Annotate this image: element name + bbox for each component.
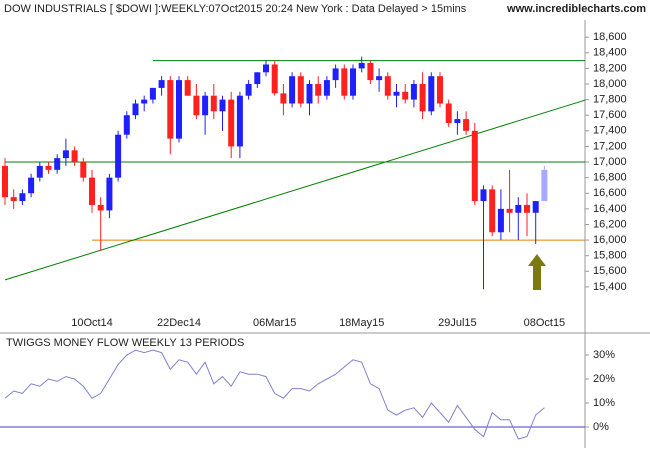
x-tick-label: 08Oct15 (524, 317, 566, 329)
candle-body (437, 76, 443, 104)
candle-body (97, 204, 104, 211)
candle-body (141, 99, 148, 104)
candle-body (280, 93, 287, 104)
candle-body (393, 91, 400, 96)
chart-title: DOW INDUSTRIALS [ $DOWI ]:WEEKLY:07Oct20… (4, 3, 467, 15)
candle-body (245, 83, 252, 96)
candle-body (123, 115, 130, 135)
candle-body (167, 80, 174, 139)
y-tick-label: 16,800 (593, 172, 627, 184)
candle-body (306, 83, 313, 104)
candle-body (219, 99, 226, 112)
candle-body (28, 177, 35, 194)
candle-body (176, 80, 182, 139)
y-tick-label: 15,600 (593, 265, 627, 277)
y-tick-label: 16,000 (593, 234, 627, 246)
candle-body (332, 68, 339, 81)
y-tick-label: 17,200 (593, 140, 627, 152)
candle-body (254, 72, 261, 84)
candle-body (497, 208, 504, 233)
candle-body (428, 76, 435, 112)
candle-body (2, 165, 8, 198)
y-tick-label: 15,400 (593, 281, 627, 293)
candle-body (45, 165, 52, 170)
y-tick-label: 18,400 (593, 47, 627, 59)
candle-body (367, 62, 374, 81)
candle-body (419, 83, 426, 112)
y-tick-label: 16,400 (593, 203, 627, 215)
candle-body (54, 158, 61, 170)
x-tick-label: 06Mar15 (253, 317, 296, 329)
candle-body (506, 208, 513, 213)
candle-body (410, 83, 417, 100)
x-tick-label: 18May15 (339, 317, 384, 329)
candle-body (210, 95, 217, 112)
candle-body (471, 130, 478, 202)
candle-body (10, 197, 17, 202)
candle-body (323, 80, 330, 96)
candle-body (402, 91, 409, 100)
candle-body (202, 95, 209, 116)
y-tick-label: 17,600 (593, 109, 627, 121)
y-tick-label: 18,200 (593, 62, 627, 74)
y-tick-label: 17,400 (593, 125, 627, 137)
y-tick-label: 16,600 (593, 187, 627, 199)
candle-body (358, 62, 365, 69)
candle-body (297, 76, 304, 104)
candle-body (524, 204, 530, 213)
candle-body (228, 99, 235, 147)
candle-body (106, 177, 113, 211)
candle-body (184, 80, 191, 96)
arrow (528, 254, 546, 290)
y-tick-label: 15,800 (593, 250, 627, 262)
candle-body (445, 103, 452, 124)
candle-body (350, 68, 356, 96)
candle-body (454, 119, 461, 124)
candle-body (480, 189, 487, 202)
candle-body (158, 80, 165, 88)
candle-body (80, 162, 87, 178)
y-tick-label: 30% (593, 349, 615, 361)
candle-body (271, 64, 278, 94)
x-tick-label: 29Jul15 (438, 317, 477, 329)
candle-body (341, 68, 348, 96)
y-tick-label: 10% (593, 397, 615, 409)
candle-body (376, 76, 383, 81)
candle-body (236, 95, 243, 147)
candle-body (384, 76, 391, 96)
candle-body (263, 64, 269, 73)
candle-body (115, 134, 122, 178)
x-tick-label: 22Dec14 (157, 317, 201, 329)
candle-body (19, 193, 26, 202)
y-tick-label: 18,000 (593, 78, 627, 90)
panel-title: TWIGGS MONEY FLOW WEEKLY 13 PERIODS (6, 337, 244, 349)
candle-body (489, 189, 496, 233)
candle-body (193, 95, 200, 116)
candle-body (132, 103, 139, 116)
x-tick-label: 10Oct14 (71, 317, 113, 329)
candle-body (515, 204, 522, 213)
candle-body (463, 119, 470, 131)
candle-body (532, 201, 539, 213)
candle-body (89, 177, 95, 205)
candle-body (71, 150, 78, 163)
candle-body (36, 165, 43, 178)
candle-body (541, 169, 548, 202)
candle-body (289, 76, 296, 104)
y-tick-label: 17,000 (593, 156, 627, 168)
y-tick-label: 17,800 (593, 94, 627, 106)
candle-body (315, 83, 322, 96)
candle-body (62, 150, 69, 159)
candle-body (149, 87, 156, 100)
y-tick-label: 18,600 (593, 31, 627, 43)
source: www.incrediblecharts.com (506, 3, 646, 15)
trend-line (4, 99, 586, 281)
y-tick-label: 0% (593, 421, 609, 433)
money-flow-line (4, 349, 545, 440)
y-tick-label: 16,200 (593, 218, 627, 230)
y-tick-label: 20% (593, 373, 615, 385)
